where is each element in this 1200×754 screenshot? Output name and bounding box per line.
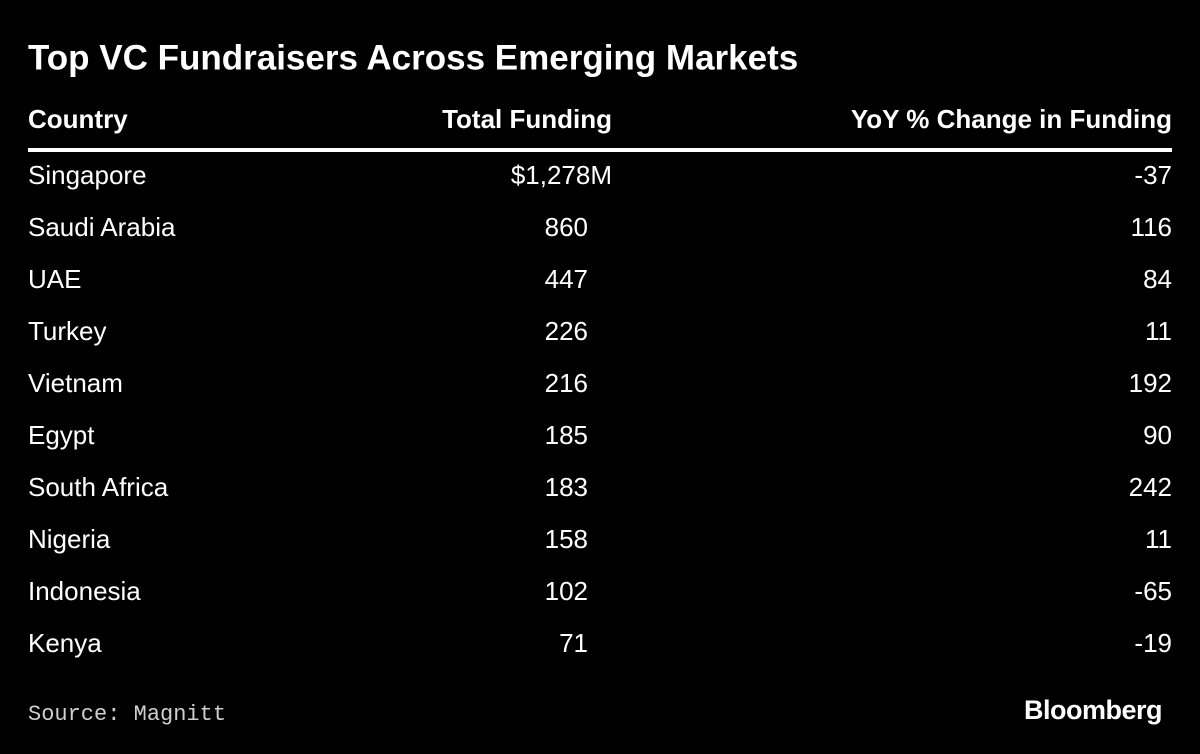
column-header: YoY % Change in Funding <box>851 104 1172 134</box>
change-cell: 11 <box>1145 524 1172 554</box>
title: Top VC Fundraisers Across Emerging Marke… <box>28 38 798 77</box>
funding-cell: 447 <box>545 264 588 294</box>
change-cell: 242 <box>1129 472 1172 502</box>
funding-cell: 860 <box>545 212 588 242</box>
country-cell: Kenya <box>28 628 102 658</box>
change-cell: 11 <box>1145 316 1172 346</box>
table-body: Singapore $1,278M -37 Saudi Arabia 860 116 UAE… <box>28 160 1172 658</box>
funding-cell: 71 <box>559 628 588 658</box>
country-cell: Egypt <box>28 420 95 450</box>
country-cell: Turkey <box>28 316 107 346</box>
header-rule <box>28 148 1172 152</box>
funding-cell: 183 <box>545 472 588 502</box>
source: Source: Magnitt <box>28 702 226 727</box>
funding-cell: $1,278M <box>511 160 612 190</box>
country-cell: South Africa <box>28 472 169 502</box>
country-cell: Indonesia <box>28 576 141 606</box>
country-cell: UAE <box>28 264 81 294</box>
country-cell: Nigeria <box>28 524 111 554</box>
country-cell: Vietnam <box>28 368 123 398</box>
funding-cell: 102 <box>545 576 588 606</box>
change-cell: 90 <box>1143 420 1172 450</box>
funding-cell: 158 <box>545 524 588 554</box>
change-cell: -65 <box>1134 576 1172 606</box>
funding-cell: 185 <box>545 420 588 450</box>
change-cell: 192 <box>1129 368 1172 398</box>
change-cell: -19 <box>1134 628 1172 658</box>
country-cell: Singapore <box>28 160 147 190</box>
column-header: Total Funding <box>442 104 612 134</box>
funding-cell: 216 <box>545 368 588 398</box>
funding-cell: 226 <box>545 316 588 346</box>
change-cell: 84 <box>1143 264 1172 294</box>
brand-logo: Bloomberg <box>1024 695 1162 725</box>
column-header: Country <box>28 104 128 134</box>
change-cell: -37 <box>1134 160 1172 190</box>
change-cell: 116 <box>1131 212 1172 242</box>
country-cell: Saudi Arabia <box>28 212 176 242</box>
